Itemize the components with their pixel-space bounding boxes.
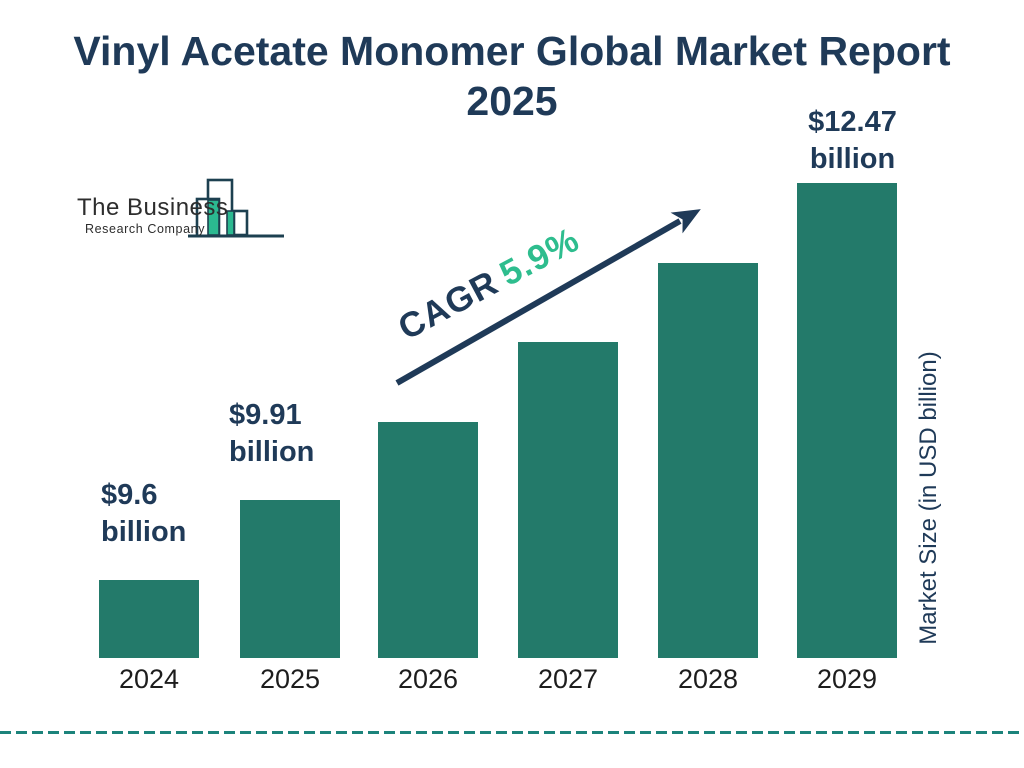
x-tick-2028: 2028 bbox=[677, 664, 739, 694]
bar-2029 bbox=[797, 183, 897, 658]
value-label-2025-unit: billion bbox=[229, 436, 315, 469]
value-label-2024: $9.6 billion bbox=[101, 477, 186, 551]
bar-2027 bbox=[518, 342, 618, 658]
value-label-2029-unit: billion bbox=[809, 143, 896, 176]
x-tick-2029: 2029 bbox=[816, 664, 878, 694]
value-label-2029-amount: $12.47 bbox=[808, 106, 897, 138]
page-title: Vinyl Acetate Monomer Global Market Repo… bbox=[0, 26, 1024, 126]
cagr-text: CAGR bbox=[391, 262, 505, 348]
value-label-2025-amount: $9.91 bbox=[229, 399, 302, 431]
bar-2025 bbox=[240, 500, 340, 658]
bar-2028 bbox=[658, 263, 758, 658]
value-label-2025: $9.91 billion bbox=[229, 397, 314, 471]
x-tick-2026: 2026 bbox=[397, 664, 459, 694]
bottom-dashed-divider bbox=[0, 731, 1024, 734]
value-label-2029: $12.47 billion bbox=[782, 104, 923, 178]
bar-2026 bbox=[378, 422, 478, 658]
page-title-line1: Vinyl Acetate Monomer Global Market Repo… bbox=[73, 28, 951, 74]
x-tick-2027: 2027 bbox=[537, 664, 599, 694]
y-axis-title: Market Size (in USD billion) bbox=[915, 351, 942, 645]
logo-name: The Business bbox=[77, 194, 229, 221]
value-label-2024-unit: billion bbox=[101, 516, 187, 549]
x-tick-2025: 2025 bbox=[259, 664, 321, 694]
logo-bars-icon bbox=[187, 178, 287, 247]
cagr-value: 5.9% bbox=[493, 219, 586, 294]
page-title-line2: 2025 bbox=[466, 78, 558, 125]
bar-2024 bbox=[99, 580, 199, 658]
x-tick-2024: 2024 bbox=[118, 664, 180, 694]
value-label-2024-amount: $9.6 bbox=[101, 479, 158, 511]
logo-subname: Research Company bbox=[85, 222, 206, 236]
company-logo: The Business Research Company bbox=[75, 176, 295, 252]
